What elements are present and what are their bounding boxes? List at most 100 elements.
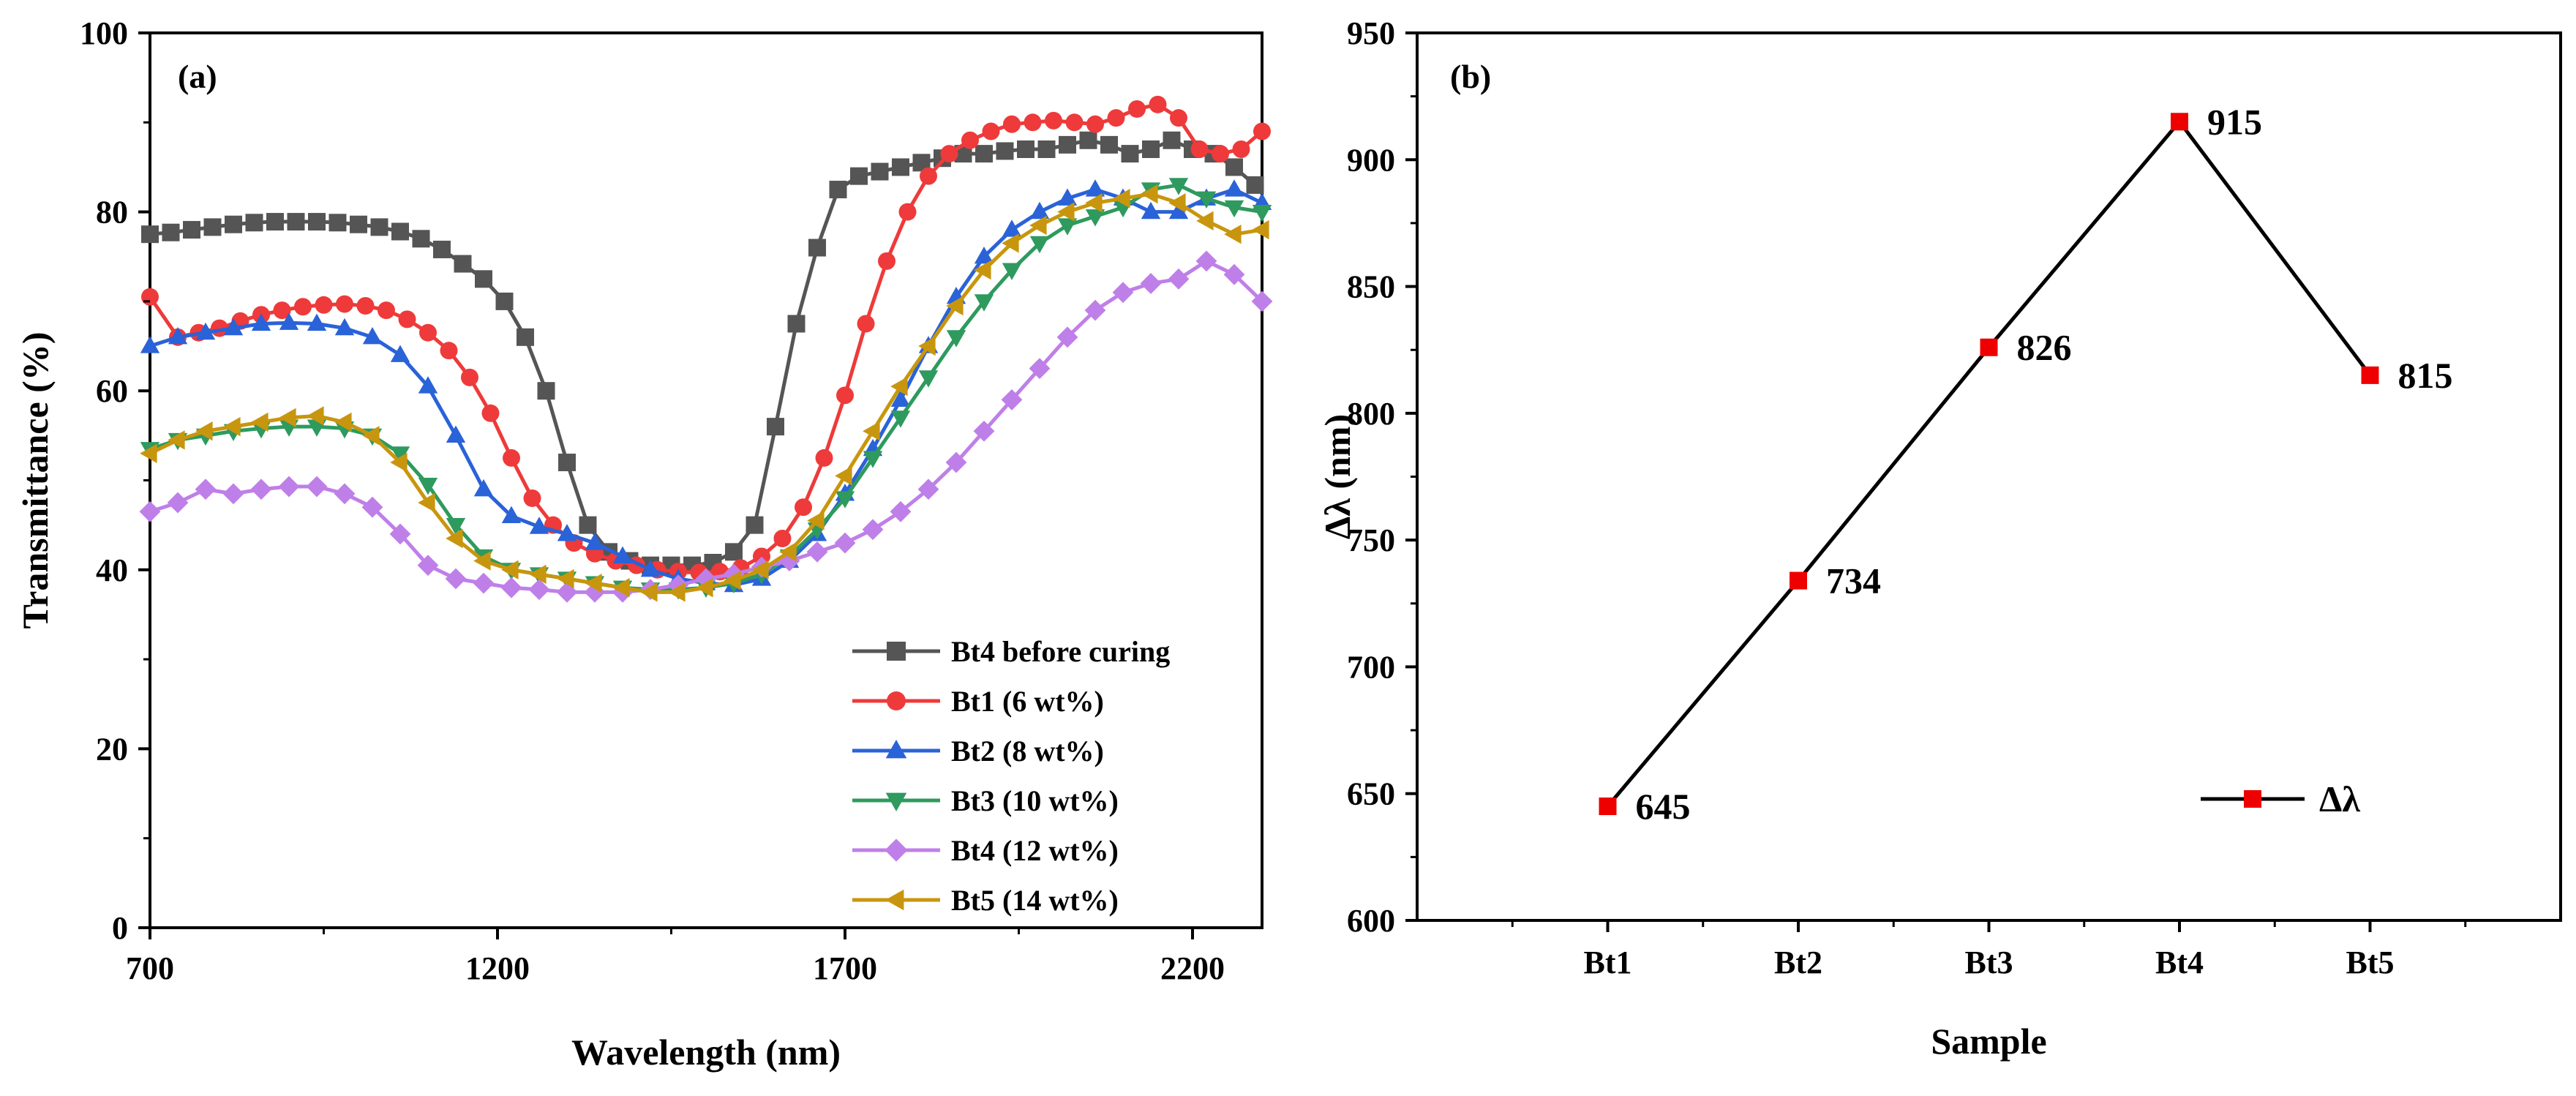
panel-a-bt5-14-wt-point [863, 421, 880, 441]
panel-a-bt1-6-wt-line [148, 102, 1263, 574]
panel-a-legend-bt2-8-wt-label: Bt2 (8 wt%) [951, 735, 1104, 767]
panel-a-bt1-6-wt-point [1024, 113, 1042, 132]
panel-a-y-tick-label: 80 [96, 195, 128, 230]
panel-a-y-axis-title: Transmittance (%) [15, 332, 56, 629]
panel-a-bt1-6-wt-point [503, 448, 520, 467]
panel-a-bt5-14-wt-point [835, 466, 852, 486]
panel-a-bt4-before-curing-point [391, 222, 409, 241]
panel-a-bt2-8-wt-point [1002, 219, 1022, 237]
panel-a-bt4-before-curing-point [725, 543, 743, 561]
panel-a-bt2-8-wt-point [1168, 201, 1189, 219]
panel-a-bt5-14-wt-point [390, 452, 408, 473]
panel-a-bt3-10-wt-point [1252, 205, 1272, 222]
panel-a-bt5-14-wt-point [612, 578, 630, 598]
panel-a-bt2-8-wt-point [168, 327, 188, 345]
panel-a-bt4-before-curing-point [162, 223, 180, 241]
panel-b-y-tick-label: 800 [1347, 396, 1395, 432]
panel-a-bt4-before-curing-point [787, 315, 806, 333]
panel-a-bt4-12-wt-point [1168, 268, 1190, 290]
panel-b-y-tick-label: 650 [1347, 776, 1395, 812]
panel-a-bt1-6-wt-point [440, 342, 458, 360]
panel-a-series-group [139, 95, 1273, 603]
panel-a-bt1-6-wt-point [336, 295, 353, 313]
panel-a-bt1-6-wt-point [1003, 115, 1021, 133]
panel-a-legend-bt4-before-curing-marker [887, 642, 906, 661]
panel-a-bt2-8-wt-point [1224, 179, 1244, 197]
panel-a-bt5-14-wt-point [1224, 224, 1242, 244]
panel-a-bt5-14-wt-point [529, 564, 547, 585]
panel-a-bt4-before-curing-point [517, 328, 534, 346]
panel-b-label: (b) [1450, 58, 1491, 95]
panel-a-bt1-6-wt-point [1128, 100, 1146, 118]
panel-a-bt1-6-wt-point [836, 386, 854, 405]
panel-a-bt4-12-wt-point [445, 568, 467, 590]
panel-a-bt4-12-wt-point [806, 541, 828, 563]
panel-a-bt3-10-wt-point [390, 446, 410, 464]
panel-a-bt4-before-curing-point [1100, 135, 1118, 154]
panel-a-bt4-before-curing-point [203, 218, 222, 236]
panel-a-bt2-8-wt-point [890, 389, 911, 408]
panel-a-bt2-8-wt-point [223, 318, 244, 336]
panel-a-bt4-before-curing-point [245, 214, 263, 232]
panel-b-y-tick-label: 750 [1347, 522, 1395, 558]
panel-a-bt3-10-wt-point [1002, 263, 1022, 280]
panel-a-bt5-14-wt-point [779, 542, 797, 562]
panel-a-bt5-14-wt-point [251, 412, 269, 432]
panel-a-bt1-6-wt-point [315, 296, 333, 314]
panel-a-bt1-6-wt-point [378, 301, 395, 320]
panel-a-bt4-before-curing-point [328, 214, 347, 232]
panel-a-bt3-10-wt-point [446, 518, 466, 536]
panel-a-bt3-10-wt-point [946, 330, 966, 348]
panel-b-y-axis-title: Δλ (nm) [1317, 414, 1358, 539]
panel-a-bt2-8-wt-point [1085, 179, 1105, 197]
panel-a-bt5-14-wt-point [1141, 184, 1158, 204]
panel-a-y-tick-label: 0 [112, 910, 128, 946]
panel-a-transmittance-chart: 700 1200 1700 2200 0 20 40 60 80 100 (a) Waveleng… [15, 15, 1273, 1073]
panel-a-bt2-8-wt-line [149, 187, 1263, 588]
panel-a-bt4-before-curing-point [850, 167, 868, 185]
panel-b-axes: Bt1 Bt2 Bt3 Bt4 Bt5 600 650 700 750 800 850 900 950 [1347, 15, 2467, 980]
panel-a-bt5-14-wt-point [279, 408, 296, 428]
panel-a-bt4-before-curing-point [1246, 176, 1264, 194]
panel-a-bt5-14-wt-point [1002, 233, 1019, 253]
panel-a-bt4-before-curing-point [287, 213, 305, 231]
panel-a-bt1-6-wt-point [1190, 140, 1209, 158]
panel-a-bt1-6-wt-point [419, 323, 437, 342]
panel-a-bt4-12-wt-point [1112, 282, 1134, 304]
panel-a-legend-bt1-6-wt-label: Bt1 (6 wt%) [951, 685, 1104, 718]
panel-b-legend: Δλ [2201, 778, 2360, 819]
panel-a-bt5-14-wt-point [223, 416, 241, 437]
panel-b-y-tick-label: 900 [1347, 142, 1395, 178]
panel-a-bt4-12-wt-point [1140, 273, 1162, 294]
panel-a-bt4-12-wt-point [417, 555, 439, 577]
panel-a-bt4-before-curing-point [141, 225, 159, 244]
panel-a-bt3-10-wt-point [918, 370, 939, 388]
panel-a-bt5-14-wt-point [334, 412, 352, 432]
panel-a-bt3-10-wt-point [890, 410, 911, 428]
panel-a-bt5-14-wt-point [640, 582, 658, 602]
panel-a-bt4-before-curing-point [829, 181, 847, 199]
panel-a-bt4-before-curing-point [225, 215, 242, 233]
panel-a-legend-bt4-before-curing-label: Bt4 before curing [951, 635, 1170, 668]
panel-b-x-tick-label: Bt1 [1584, 945, 1632, 980]
panel-a-bt4-12-wt-point [139, 500, 161, 522]
panel-a-bt4-before-curing-point [996, 142, 1014, 160]
panel-a-bt4-before-curing-point [454, 255, 472, 273]
panel-a-legend: Bt4 before curing Bt1 (6 wt%) Bt2 (8 wt%) B… [852, 635, 1170, 917]
panel-b-x-tick-label: Bt3 [1965, 945, 2013, 980]
panel-a-bt2-8-wt-point [473, 478, 494, 497]
panel-a-bt4-before-curing-point [975, 145, 993, 163]
panel-a-bt2-8-wt-point [251, 313, 271, 331]
panel-a-legend-bt4-12-wt-label: Bt4 (12 wt%) [951, 834, 1119, 867]
panel-a-bt2-8-wt-point [612, 546, 633, 564]
panel-a-bt4-before-curing-point [1225, 158, 1243, 176]
panel-a-bt4-12-wt-point [862, 519, 884, 541]
panel-a-bt4-before-curing-point [1017, 140, 1034, 158]
panel-b-data-label: 815 [2398, 355, 2453, 396]
panel-b-series-group: 645 734 826 915 815 [1599, 101, 2453, 827]
panel-a-bt1-6-wt-point [398, 310, 416, 329]
panel-a-bt5-14-wt-point [807, 511, 825, 530]
panel-b-data-label: 734 [1826, 560, 1881, 601]
panel-a-bt2-8-wt-point [140, 336, 160, 353]
panel-a-bt5-14-wt-point [974, 260, 991, 280]
